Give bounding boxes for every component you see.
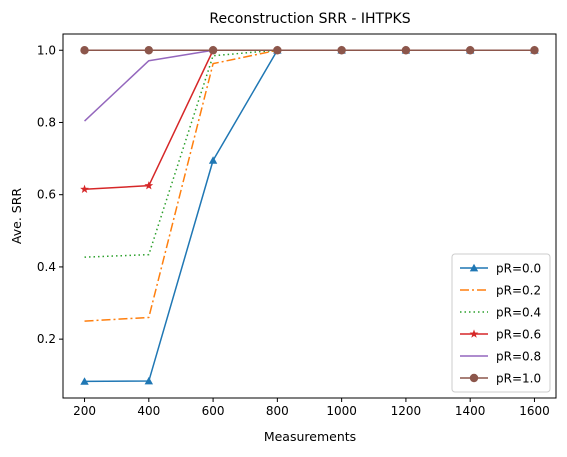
legend: pR=0.0 pR=0.2 pR=0.4 pR=0.6 pR=0.8 pR=1.0 xyxy=(451,253,551,393)
legend-label: pR=0.8 xyxy=(496,350,541,364)
y-tick-label: 0.2 xyxy=(37,332,56,346)
data-point-pR=0.0-600 xyxy=(208,156,218,164)
x-tick-label: 1000 xyxy=(326,404,357,418)
x-tick-label: 600 xyxy=(202,404,225,418)
x-tick-label: 800 xyxy=(266,404,289,418)
legend-marker xyxy=(469,263,479,272)
legend-label: pR=1.0 xyxy=(496,372,541,386)
legend-label: pR=0.2 xyxy=(496,284,541,298)
y-tick-label: 0.4 xyxy=(37,260,56,274)
legend-label: pR=0.4 xyxy=(496,306,541,320)
chart-title: Reconstruction SRR - IHTPKS xyxy=(209,11,410,27)
legend-marker xyxy=(469,329,479,338)
legend-label: pR=0.6 xyxy=(496,328,541,342)
data-point-pR=0.6-400 xyxy=(144,181,154,190)
plot-frame xyxy=(62,33,557,399)
series-line-pR=0.6 xyxy=(84,49,535,191)
x-tick-label: 200 xyxy=(73,404,96,418)
series-pR=0.8 xyxy=(84,49,535,122)
legend-entry: pR=0.6 xyxy=(460,328,541,342)
x-axis-label: Measurements xyxy=(264,429,356,444)
data-point-pR=1.0-400 xyxy=(144,46,154,55)
series-line-pR=0.4 xyxy=(84,49,535,258)
x-tick-label: 400 xyxy=(137,404,160,418)
y-tick-label: 1.0 xyxy=(37,43,56,57)
legend-entry: pR=0.2 xyxy=(460,284,541,298)
x-axis: 200 400 600 800 1000 1200 1400 1600 xyxy=(73,398,550,418)
plot-content xyxy=(80,45,539,385)
series-pR=1.0 xyxy=(80,46,539,55)
series-line-pR=0.8 xyxy=(84,49,535,122)
data-point-pR=0.0-200 xyxy=(80,377,89,385)
legend-label: pR=0.0 xyxy=(496,262,541,276)
data-point-pR=1.0-1000 xyxy=(337,46,346,55)
data-point-pR=1.0-1400 xyxy=(465,46,475,55)
x-tick-label: 1200 xyxy=(391,404,422,418)
data-point-pR=0.6-200 xyxy=(80,184,89,193)
series-pR=0.4 xyxy=(84,49,535,258)
data-point-pR=1.0-600 xyxy=(208,46,218,55)
legend-entry: pR=0.4 xyxy=(460,306,541,320)
legend-entry: pR=0.0 xyxy=(460,262,541,276)
y-tick-label: 0.8 xyxy=(37,115,56,129)
x-tick-label: 1400 xyxy=(455,404,486,418)
data-point-pR=1.0-800 xyxy=(273,46,282,55)
y-tick-label: 0.6 xyxy=(37,188,56,202)
legend-marker xyxy=(469,373,479,383)
data-point-pR=1.0-1600 xyxy=(530,46,539,55)
x-tick-label: 1600 xyxy=(519,404,550,418)
legend-entry: pR=1.0 xyxy=(460,372,541,386)
legend-entry: pR=0.8 xyxy=(460,350,541,364)
y-axis-label: Ave. SRR xyxy=(9,188,24,244)
y-axis: 0.2 0.4 0.6 0.8 1.0 xyxy=(37,43,63,346)
series-pR=0.6 xyxy=(80,45,539,193)
data-point-pR=1.0-200 xyxy=(80,46,89,55)
data-point-pR=1.0-1200 xyxy=(401,46,411,55)
legend-box xyxy=(451,253,551,393)
data-point-pR=0.0-400 xyxy=(144,376,154,385)
